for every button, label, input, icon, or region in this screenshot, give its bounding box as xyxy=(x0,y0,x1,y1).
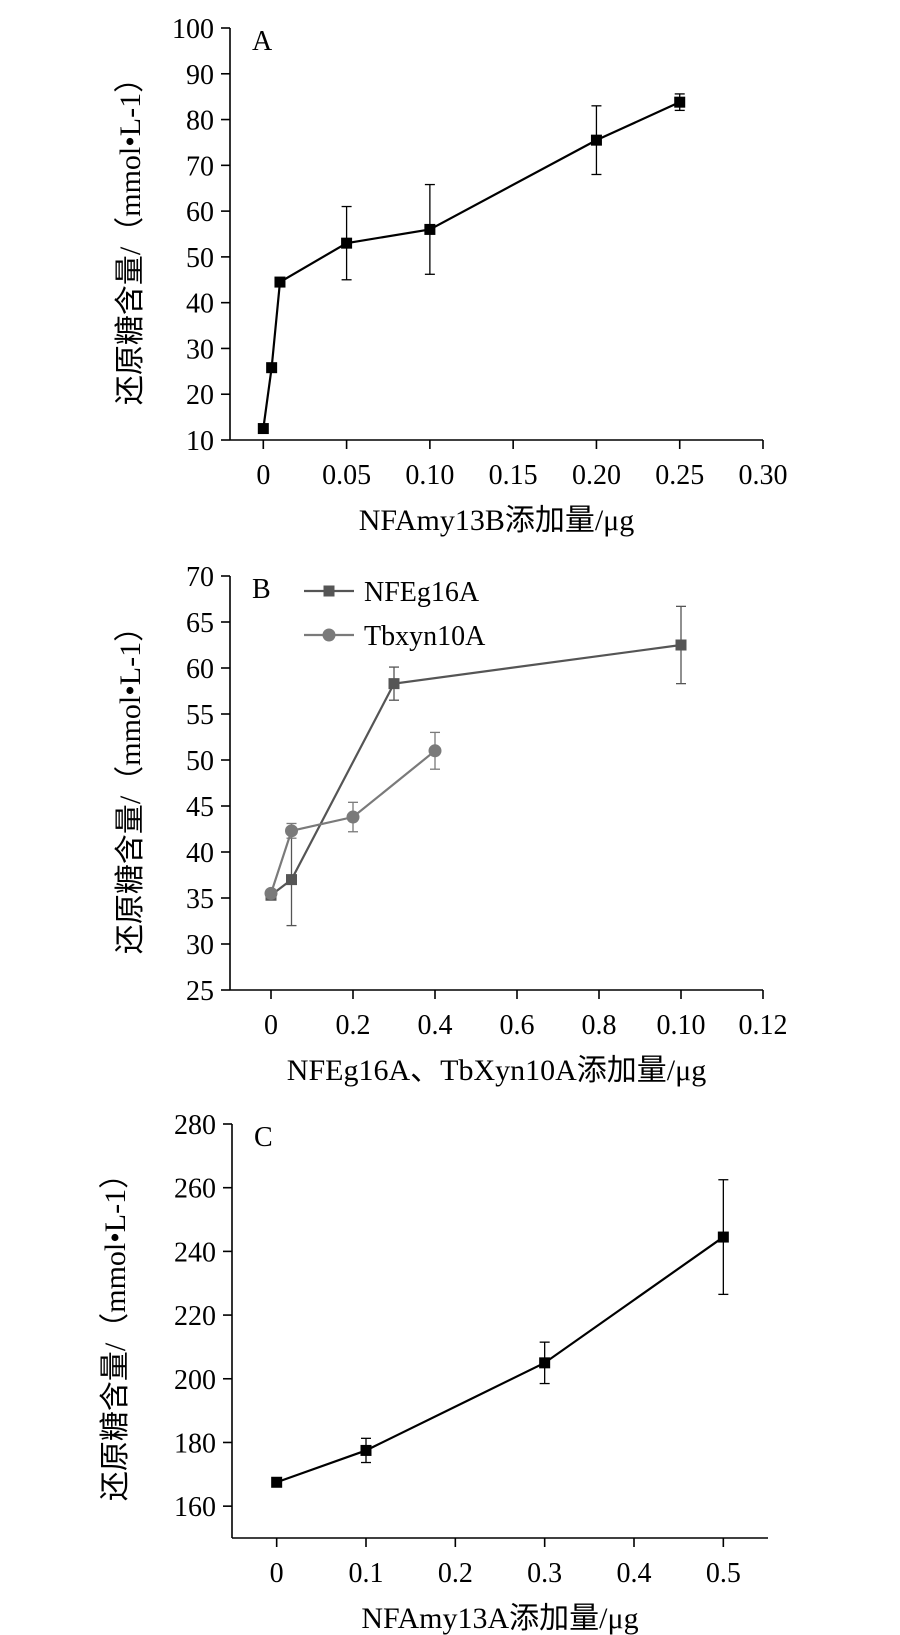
legend-label: Tbxyn10A xyxy=(364,621,486,652)
legend: NFEg16A Tbxyn10A xyxy=(304,577,486,652)
chart-panel-c: 160 180 200 220 240 260 280 0 0.1 0.2 0.3 0.4 0.5 C NF… xyxy=(99,1110,768,1635)
y-tick-label: 10 xyxy=(186,426,214,457)
x-tick-label: 0.30 xyxy=(739,460,788,491)
legend-marker xyxy=(322,628,336,642)
data-point xyxy=(285,824,298,838)
y-tick-label: 40 xyxy=(186,838,214,869)
x-tick-label: 0 xyxy=(270,1558,284,1589)
y-tick-label: 160 xyxy=(174,1492,216,1523)
y-tick-label: 30 xyxy=(186,334,214,365)
y-tick-label: 90 xyxy=(186,60,214,91)
series-line xyxy=(270,643,682,897)
data-point xyxy=(717,1231,729,1243)
series-0 xyxy=(271,1179,729,1488)
y-tick-label: 65 xyxy=(186,608,214,639)
data-point xyxy=(674,96,686,108)
y-tick-label: 220 xyxy=(174,1301,216,1332)
x-axis-title: NFAmy13A添加量/μg xyxy=(361,1602,638,1635)
y-tick-label: 45 xyxy=(186,792,214,823)
data-point xyxy=(341,237,353,249)
y-tick-label: 70 xyxy=(186,151,214,182)
x-tick-label: 0.4 xyxy=(418,1010,453,1041)
panel-label: A xyxy=(252,26,273,57)
data-point xyxy=(286,874,297,886)
x-tick-label: 0.25 xyxy=(655,460,704,491)
series-line xyxy=(276,1236,724,1484)
data-point xyxy=(675,639,687,651)
series-line xyxy=(269,749,436,894)
chart-panel-b: 25 30 35 40 45 50 55 60 65 70 0 0.2 0.4 0.6 0.8 0.10 0.1… xyxy=(114,562,788,1087)
x-tick-label: 0.1 xyxy=(349,1558,384,1589)
x-tick-label: 0.15 xyxy=(489,460,538,491)
y-axis-title: 还原糖含量/（mmol•L-1） xyxy=(114,63,147,405)
y-axis-title: 还原糖含量/（mmol•L-1） xyxy=(114,612,147,954)
y-tick-label: 80 xyxy=(186,106,214,137)
y-tick-label: 50 xyxy=(186,746,214,777)
data-point xyxy=(424,223,436,235)
data-point xyxy=(264,886,278,900)
x-tick-label: 0.5 xyxy=(706,1558,741,1589)
x-tick-label: 0.12 xyxy=(739,1010,788,1041)
data-point xyxy=(428,744,442,758)
y-tick-label: 55 xyxy=(186,700,214,731)
data-point xyxy=(274,276,286,288)
series-line xyxy=(262,101,681,429)
data-point xyxy=(360,1444,372,1456)
y-tick-label: 60 xyxy=(186,197,214,228)
x-tick-label: 0.10 xyxy=(657,1010,706,1041)
y-tick-label: 240 xyxy=(174,1237,216,1268)
data-point xyxy=(388,678,400,690)
y-tick-label: 25 xyxy=(186,976,214,1007)
y-tick-label: 180 xyxy=(174,1428,216,1459)
x-tick-label: 0.10 xyxy=(405,460,454,491)
y-tick-label: 40 xyxy=(186,289,214,320)
chart-panel-a: 10 20 30 40 50 60 70 80 90 100 0 0.05 0.10 0.15 0.20 0.… xyxy=(114,14,788,537)
data-point xyxy=(346,810,360,824)
x-tick-label: 0.8 xyxy=(582,1010,617,1041)
data-point xyxy=(590,134,602,146)
x-axis-title: NFEg16A、TbXyn10A添加量/μg xyxy=(287,1054,706,1087)
y-tick-label: 280 xyxy=(174,1110,216,1141)
series-tbxyn10a xyxy=(264,731,442,900)
x-tick-label: 0.2 xyxy=(336,1010,371,1041)
data-point xyxy=(271,1476,283,1488)
panel-label: C xyxy=(254,1122,273,1153)
y-tick-label: 200 xyxy=(174,1365,216,1396)
y-tick-label: 35 xyxy=(186,884,214,915)
x-tick-label: 0.2 xyxy=(438,1558,473,1589)
y-tick-label: 20 xyxy=(186,380,214,411)
x-tick-label: 0.3 xyxy=(527,1558,562,1589)
x-tick-label: 0.20 xyxy=(572,460,621,491)
data-point xyxy=(266,362,278,374)
y-tick-label: 70 xyxy=(186,562,214,593)
y-tick-label: 260 xyxy=(174,1174,216,1205)
legend-marker xyxy=(323,585,335,597)
legend-label: NFEg16A xyxy=(364,577,480,608)
x-tick-label: 0 xyxy=(264,1010,278,1041)
y-axis-title: 还原糖含量/（mmol•L-1） xyxy=(99,1159,132,1501)
y-tick-label: 60 xyxy=(186,654,214,685)
series-nfeg16a xyxy=(265,605,687,927)
x-axis-title: NFAmy13B添加量/μg xyxy=(359,504,635,537)
series-0 xyxy=(257,93,686,435)
y-tick-label: 50 xyxy=(186,243,214,274)
y-tick-label: 100 xyxy=(172,14,214,45)
x-tick-label: 0 xyxy=(256,460,270,491)
x-tick-label: 0.6 xyxy=(500,1010,535,1041)
y-tick-label: 30 xyxy=(186,930,214,961)
x-tick-label: 0.05 xyxy=(322,460,371,491)
data-point xyxy=(539,1357,551,1369)
x-tick-label: 0.4 xyxy=(617,1558,652,1589)
panel-label: B xyxy=(252,574,271,605)
data-point xyxy=(257,423,269,435)
